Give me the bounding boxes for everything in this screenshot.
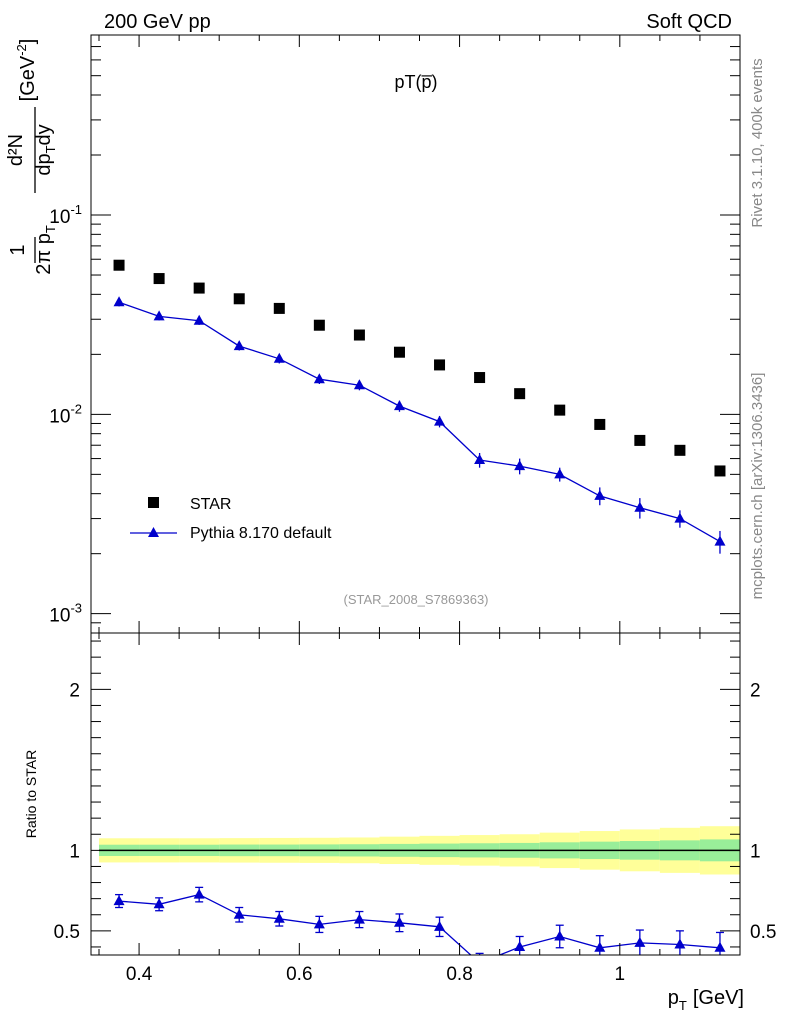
header-left: 200 GeV pp (104, 11, 211, 33)
star-data-point (434, 359, 446, 371)
legend-mc-marker (148, 527, 159, 537)
ratio-data-point (594, 941, 606, 952)
x-axis-label: pT [GeV] (668, 987, 744, 1013)
ratio-data-point (554, 930, 566, 941)
star-data-point (313, 319, 325, 331)
y-tick-label: 2 (69, 680, 80, 701)
y-tick-label-right: 0.5 (750, 922, 776, 943)
ratio-data-point (233, 908, 245, 919)
ratio-data-point (153, 898, 165, 909)
ratio-data-point (193, 888, 205, 899)
main-y-axis-label: 1 2π pT d²N dpTdy [GeV-2] (5, 39, 58, 275)
mc-data-point (353, 379, 365, 390)
mcplots-credit-text: mcplots.cern.ch [arXiv:1306.3436] (749, 373, 766, 600)
y-tick-label: 1 (69, 841, 80, 862)
ylabel-one: 1 (7, 244, 29, 255)
mc-data-point (714, 535, 726, 546)
x-tick-label: 1 (615, 964, 626, 985)
ratio-data-point (634, 936, 646, 947)
star-data-point (113, 259, 125, 271)
ratio-data-point (434, 920, 446, 931)
mc-data-point (273, 352, 285, 363)
main-panel: 10-3 10-2 10-1 pT(p̅) (STAR_2008_S7869363) (49, 34, 741, 634)
ratio-data-point (474, 957, 485, 967)
mc-data-point (233, 340, 245, 351)
star-data-point (634, 434, 646, 446)
mc-series-line (118, 301, 721, 543)
star-data-point (193, 282, 205, 294)
y-tick-label: 10-3 (49, 601, 82, 627)
ylabel-unit: [GeV-2] (14, 39, 39, 102)
main-frame (90, 34, 741, 634)
mc-data-point (153, 310, 165, 321)
star-data-point (353, 329, 365, 341)
mc-data-point (674, 512, 686, 523)
star-data-point (714, 465, 726, 477)
mc-data-point (193, 314, 205, 325)
ratio-data-point (714, 941, 726, 952)
star-data-point (514, 388, 526, 400)
star-data-point (674, 444, 686, 456)
y-tick-label-right: 2 (750, 680, 761, 701)
ratio-data-point (113, 895, 125, 906)
star-data-point (153, 273, 165, 285)
rivet-version-text: Rivet 3.1.10, 400k events (749, 58, 766, 227)
ratio-data-point (514, 940, 526, 951)
legend: STAR Pythia 8.170 default (130, 496, 332, 542)
ratio-data-point (313, 918, 325, 929)
ylabel-numerator-2: d²N (5, 134, 27, 166)
star-data-point (273, 302, 285, 314)
ratio-data-point (273, 912, 285, 923)
ratio-data-point (674, 938, 686, 949)
x-tick-label: 0.8 (446, 964, 472, 985)
legend-mc-label: Pythia 8.170 default (190, 525, 332, 542)
mc-data-point (554, 468, 566, 479)
star-data-point (554, 404, 566, 416)
y-tick-label: 10-2 (49, 401, 82, 427)
star-data-point (474, 372, 486, 384)
header-right: Soft QCD (646, 11, 732, 33)
y-tick-label: 0.5 (54, 922, 80, 943)
watermark-text: (STAR_2008_S7869363) (343, 592, 488, 607)
mc-data-point (514, 460, 526, 471)
legend-star-label: STAR (190, 496, 231, 513)
ratio-panel: 0.4 0.6 0.8 1 0.5 0.5 1 1 2 2 (54, 632, 776, 985)
ratio-data-point (353, 913, 365, 924)
legend-star-marker (148, 497, 159, 508)
ylabel-denom-2: dpTdy (33, 124, 58, 175)
y-tick-label: 10-1 (49, 202, 82, 228)
ratio-data-point (393, 916, 405, 927)
star-data-point (233, 293, 245, 305)
mc-data-point (313, 373, 325, 384)
x-tick-label: 0.6 (286, 964, 312, 985)
mc-data-point (594, 489, 606, 500)
mc-data-point (434, 415, 446, 426)
y-tick-label-right: 1 (750, 841, 761, 862)
star-data-point (594, 418, 606, 430)
x-tick-label: 0.4 (126, 964, 153, 985)
ylabel-denom-1: 2π pT (33, 225, 58, 275)
ratio-y-axis-label: Ratio to STAR (23, 750, 39, 838)
star-data-point (393, 346, 405, 358)
mc-data-point (393, 400, 405, 411)
mc-data-point (113, 296, 125, 307)
mc-data-point (474, 454, 486, 465)
chart-title: pT(p̅) (394, 72, 437, 92)
ratio-frame (90, 632, 741, 956)
mc-data-point (634, 501, 646, 512)
